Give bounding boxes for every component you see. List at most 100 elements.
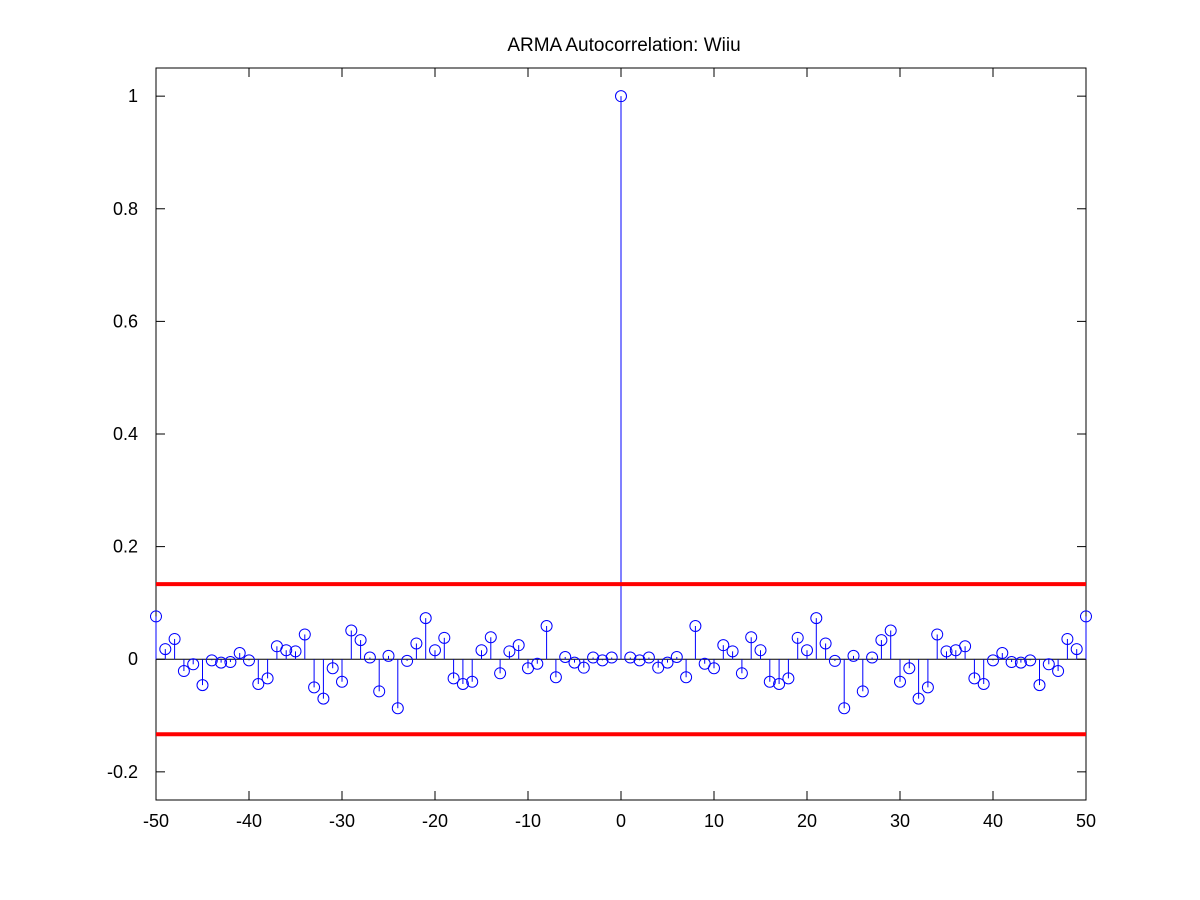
stem-marker — [940, 645, 953, 658]
stem-marker — [921, 681, 934, 694]
stem-marker — [819, 637, 832, 650]
stem-marker — [596, 654, 609, 667]
stem-marker — [577, 661, 590, 674]
stem-marker — [847, 649, 860, 662]
x-tick-label: -20 — [422, 811, 448, 831]
stem-marker — [168, 632, 181, 645]
y-tick-label: 0.2 — [113, 537, 138, 557]
x-tick-label: 40 — [983, 811, 1003, 831]
stem-marker — [670, 650, 683, 663]
stem-marker — [587, 651, 600, 664]
stem-marker — [177, 665, 190, 678]
stem-marker — [503, 645, 516, 658]
x-tick-label: 0 — [616, 811, 626, 831]
stem-marker — [373, 685, 386, 698]
stem-marker — [354, 634, 367, 647]
stem-marker — [838, 702, 851, 715]
x-tick-label: -10 — [515, 811, 541, 831]
x-tick-label: 30 — [890, 811, 910, 831]
stem-marker — [810, 612, 823, 625]
stem-marker — [875, 634, 888, 647]
x-tick-label: -50 — [143, 811, 169, 831]
stem-marker — [708, 662, 720, 675]
stem-marker — [977, 678, 990, 691]
stem-marker — [540, 620, 553, 633]
stem-marker — [559, 650, 572, 663]
stem-marker — [252, 678, 265, 691]
stem-marker — [773, 678, 786, 691]
x-tick-label: 20 — [797, 811, 817, 831]
stem-marker — [1070, 643, 1083, 656]
stem-marker — [494, 667, 507, 680]
stem-marker — [968, 672, 981, 685]
stem-marker — [996, 647, 1009, 660]
stem-marker — [475, 644, 488, 657]
stem-marker — [763, 675, 776, 688]
stem-marker — [959, 640, 972, 653]
stem-marker — [1024, 654, 1037, 667]
stem-marker — [735, 667, 748, 680]
stem-marker — [652, 661, 665, 674]
stem-marker — [903, 662, 916, 675]
stem-marker — [205, 654, 218, 667]
stem-marker — [363, 651, 376, 664]
stem-marker — [726, 645, 739, 658]
stem-marker — [447, 672, 460, 685]
stem-marker — [391, 702, 404, 715]
stem-marker — [605, 651, 618, 664]
stem-marker — [484, 631, 497, 644]
stem-marker — [410, 637, 423, 650]
stem-marker — [438, 631, 451, 644]
chart-title: ARMA Autocorrelation: Wiiu — [507, 35, 740, 56]
stem-marker — [1005, 656, 1018, 669]
stem-marker — [791, 631, 804, 644]
stem-marker — [754, 644, 767, 657]
stem-marker — [828, 654, 841, 667]
stem-marker — [884, 624, 897, 637]
stem-marker — [633, 654, 646, 667]
x-tick-label: -40 — [236, 811, 262, 831]
stem-marker — [382, 649, 395, 662]
stem-marker — [1061, 632, 1074, 645]
stem-marker — [317, 692, 330, 705]
stem-marker — [801, 644, 813, 657]
stem-marker — [661, 656, 674, 669]
x-tick-label: 50 — [1076, 811, 1096, 831]
x-tick-label: -30 — [329, 811, 355, 831]
stem-marker — [298, 628, 311, 641]
stem-marker — [568, 656, 581, 669]
stem-marker — [289, 645, 302, 658]
stem-marker — [336, 675, 348, 688]
stem-marker — [642, 651, 655, 664]
stem-marker — [512, 639, 525, 652]
stem-marker — [466, 675, 479, 688]
y-tick-label: -0.2 — [107, 762, 138, 782]
stem-marker — [261, 672, 274, 685]
stem-marker — [224, 656, 237, 669]
stem-marker — [1014, 656, 1027, 669]
plot-area: -50 -40 -30 -20 -10 0 10 20 30 40 50 -0.2 0 0.2 0.4 0.6… — [107, 67, 1096, 831]
stem-marker — [1033, 679, 1046, 692]
stem-marker — [745, 631, 758, 644]
stem-marker — [1052, 665, 1065, 678]
stem-marker — [894, 675, 906, 688]
stem-marker — [196, 679, 209, 692]
stem-marker — [782, 672, 795, 685]
stem-marker — [326, 662, 339, 675]
stem-marker — [531, 657, 544, 670]
y-tick-label: 0 — [128, 649, 138, 669]
stem-marker — [624, 651, 637, 664]
stem-marker — [159, 643, 172, 656]
y-tick-label: 1 — [128, 86, 138, 106]
stem-marker — [1080, 610, 1092, 623]
stem-marker — [717, 639, 730, 652]
stem-marker — [429, 644, 441, 657]
stem-marker — [150, 610, 162, 623]
stem-marker — [931, 628, 944, 641]
stem-marker — [243, 654, 255, 667]
stem-marker — [308, 681, 321, 694]
stem-marker — [187, 658, 200, 671]
stem-marker — [912, 692, 925, 705]
y-tick-label: 0.8 — [113, 199, 138, 219]
